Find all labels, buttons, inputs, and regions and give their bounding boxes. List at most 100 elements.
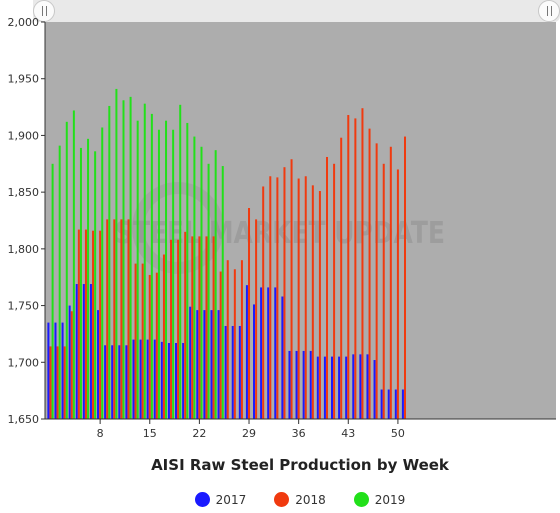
y-tick-label: 1,950 (8, 73, 40, 86)
bar-2017-week-40 (323, 356, 326, 419)
bar-2019-week-21 (193, 136, 196, 419)
bar-2018-week-33 (276, 177, 279, 419)
bar-2018-week-13 (134, 263, 137, 419)
bar-2017-week-36 (295, 350, 298, 419)
bar-2019-week-9 (108, 105, 111, 419)
bar-2017-week-24 (210, 310, 213, 419)
y-tick-label: 1,650 (8, 413, 40, 426)
bar-2019-week-14 (143, 103, 146, 420)
bar-2018-week-26 (226, 260, 229, 419)
legend-swatch-2018 (274, 492, 290, 507)
bar-2018-week-17 (162, 254, 165, 419)
bar-2018-week-41 (333, 163, 336, 419)
bar-2019-week-22 (200, 146, 203, 419)
bar-2017-week-1 (47, 322, 50, 419)
bar-2017-week-7 (89, 284, 92, 419)
axes: 2,000 1,950 1,900 1,850 1,800 1,750 1,700 1,650… (8, 16, 556, 440)
bars (47, 88, 406, 420)
bar-2017-week-4 (68, 305, 71, 419)
watermark-text: STEEL MARKET UPDATE (115, 216, 445, 251)
bar-2018-week-19 (177, 239, 180, 419)
bar-2017-week-51 (401, 389, 404, 419)
bar-2018-week-46 (368, 128, 371, 419)
bar-2018-week-28 (240, 260, 243, 419)
chart-scrollbar[interactable] (33, 0, 560, 22)
bar-2019-week-17 (165, 120, 168, 420)
y-tick-label: 2,000 (8, 16, 40, 29)
bar-2019-week-12 (129, 96, 132, 420)
bar-2017-week-19 (175, 343, 178, 419)
bar-2018-week-7 (92, 230, 95, 419)
bar-2017-week-39 (316, 356, 319, 419)
bar-2017-week-9 (104, 345, 107, 419)
bar-2017-week-42 (338, 356, 341, 419)
bar-2018-week-29 (248, 208, 251, 419)
bar-2018-week-15 (148, 274, 151, 419)
scroll-handle-right[interactable] (538, 0, 560, 22)
bar-2017-week-12 (125, 345, 128, 419)
legend-label-2017: 2017 (215, 492, 247, 507)
bar-2018-week-1 (49, 346, 52, 419)
bar-2018-week-42 (340, 137, 343, 419)
bar-2017-week-43 (345, 356, 348, 419)
bar-2017-week-2 (54, 322, 57, 419)
bar-2019-week-23 (207, 163, 210, 419)
bar-2018-week-23 (205, 236, 208, 419)
bar-2018-week-50 (396, 169, 399, 419)
bar-2018-week-32 (269, 176, 272, 419)
bar-2018-week-2 (56, 346, 59, 419)
bar-2017-week-29 (245, 285, 248, 419)
bar-2019-week-2 (58, 145, 61, 419)
bar-2018-week-35 (290, 159, 293, 419)
bar-2017-week-20 (182, 343, 185, 419)
bar-2017-week-17 (160, 341, 163, 419)
bar-2018-week-39 (318, 191, 321, 419)
bar-2017-week-38 (309, 350, 312, 419)
bar-2019-week-24 (214, 150, 217, 420)
bar-2017-week-45 (359, 354, 362, 419)
bar-2017-week-25 (217, 310, 220, 419)
bar-2018-week-43 (347, 115, 350, 419)
y-tick-label: 1,800 (8, 243, 40, 256)
bar-2018-week-11 (120, 219, 123, 419)
bar-2017-week-22 (196, 310, 199, 419)
bar-2017-week-15 (146, 339, 149, 419)
bar-2019-week-18 (172, 129, 175, 419)
bar-2017-week-35 (288, 350, 291, 419)
x-tick-label: 36 (292, 427, 306, 440)
bar-2018-week-16 (155, 272, 158, 419)
bar-2018-week-31 (262, 186, 265, 419)
grip-icon (41, 6, 47, 16)
x-tick-label: 22 (192, 427, 206, 440)
legend-item-2019[interactable]: 2019 (353, 492, 405, 507)
bar-2017-week-34 (281, 296, 284, 419)
bar-2017-week-50 (394, 389, 397, 419)
y-tick-label: 1,850 (8, 186, 40, 199)
bar-2018-week-40 (326, 156, 329, 420)
legend-item-2018[interactable]: 2018 (274, 492, 326, 507)
bar-2017-week-21 (189, 306, 192, 419)
bar-2017-week-23 (203, 310, 206, 419)
y-tick-label: 1,900 (8, 129, 40, 142)
bar-2019-week-16 (157, 129, 160, 419)
bar-2018-week-14 (141, 263, 144, 419)
bar-2019-week-25 (221, 166, 224, 419)
x-axis-title: AISI Raw Steel Production by Week (151, 456, 449, 474)
bar-2018-week-37 (304, 176, 307, 419)
bar-2017-week-27 (231, 325, 234, 419)
bar-2018-week-30 (255, 219, 258, 419)
x-tick-label: 8 (97, 427, 104, 440)
series-2017 (47, 284, 404, 419)
bar-2017-week-11 (118, 345, 121, 419)
bar-2018-week-25 (219, 271, 222, 419)
bar-2017-week-3 (61, 322, 64, 419)
y-tick-label: 1,700 (8, 356, 40, 369)
bar-2017-week-8 (97, 310, 100, 419)
bar-2017-week-13 (132, 339, 135, 419)
legend-item-2017[interactable]: 2017 (194, 492, 247, 507)
bar-2017-week-32 (267, 287, 270, 419)
bar-2018-week-5 (77, 229, 80, 419)
bar-2017-week-47 (373, 360, 376, 419)
bar-2018-week-6 (84, 229, 87, 419)
